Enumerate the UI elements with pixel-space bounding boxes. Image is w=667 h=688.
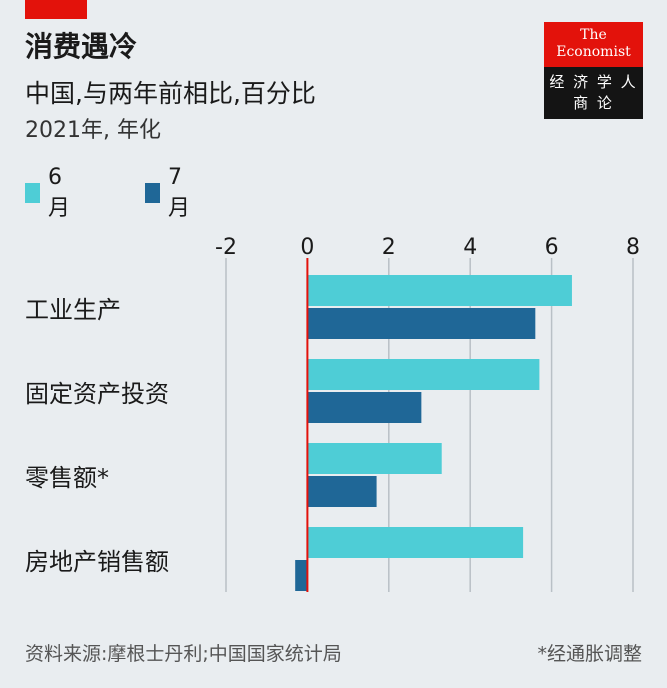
chart-title: 消费遇冷 bbox=[25, 30, 138, 63]
bar-july bbox=[295, 560, 308, 591]
category-label: 房地产销售额 bbox=[25, 548, 169, 576]
x-tick-label: 2 bbox=[382, 235, 396, 260]
legend-item-june: 6月 bbox=[25, 165, 75, 221]
footnote: *经通胀调整 bbox=[537, 643, 642, 665]
logo-line-2: 商 论 bbox=[573, 94, 614, 112]
category-label: 零售额* bbox=[25, 464, 109, 492]
bar-july bbox=[307, 476, 377, 507]
economist-logo: The Economist 经 济 学 人 商 论 bbox=[544, 22, 643, 119]
bar-july bbox=[307, 308, 536, 339]
category-label: 工业生产 bbox=[25, 296, 121, 324]
chart-subtitle: 中国,与两年前相比,百分比 bbox=[25, 79, 316, 108]
logo-name-text: Economist bbox=[556, 44, 631, 60]
bar-june bbox=[307, 527, 524, 558]
bar-july bbox=[307, 392, 422, 423]
logo-line-1: 经 济 学 人 bbox=[549, 73, 638, 91]
bar-june bbox=[307, 275, 572, 306]
logo-the-text: The bbox=[580, 27, 607, 43]
x-tick-label: 4 bbox=[463, 235, 477, 260]
category-label: 固定资产投资 bbox=[25, 380, 169, 408]
bar-june bbox=[307, 443, 442, 474]
x-tick-label: -2 bbox=[215, 235, 237, 260]
x-tick-label: 8 bbox=[626, 235, 640, 260]
chart-unit-note: 2021年, 年化 bbox=[25, 118, 161, 143]
x-tick-label: 6 bbox=[545, 235, 559, 260]
source-note: 资料来源:摩根士丹利;中国国家统计局 bbox=[25, 643, 342, 665]
logo-masthead: The Economist bbox=[544, 22, 643, 67]
legend-swatch-june bbox=[25, 183, 40, 203]
x-tick-label: 0 bbox=[300, 235, 314, 260]
logo-subtitle: 经 济 学 人 商 论 bbox=[544, 67, 643, 119]
legend-item-july: 7月 bbox=[145, 165, 195, 221]
legend-label-june: 6月 bbox=[48, 164, 71, 221]
legend-swatch-july bbox=[145, 183, 160, 203]
legend-label-july: 7月 bbox=[168, 164, 191, 221]
brand-red-tab bbox=[25, 0, 87, 19]
bar-june bbox=[307, 359, 540, 390]
